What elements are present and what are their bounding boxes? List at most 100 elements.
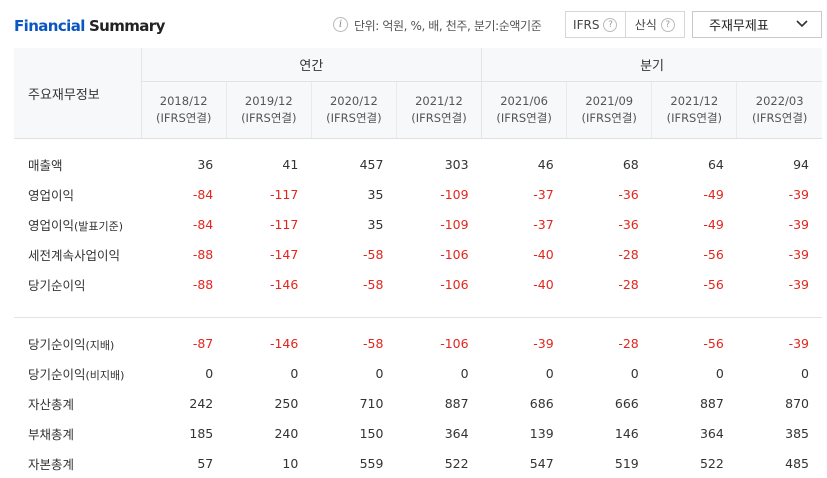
column-header: 2021/09 (IFRS연결) — [566, 81, 653, 139]
row-label-text: 당기순이익 — [28, 366, 86, 382]
table-cell: -40 — [533, 276, 554, 292]
question-icon[interactable]: ? — [603, 17, 618, 32]
table-cell: -28 — [618, 246, 639, 262]
table-cell: -28 — [618, 276, 639, 292]
row-label-text: 자산총계 — [28, 396, 75, 412]
row-label-header: 주요재무정보 — [14, 48, 142, 139]
row-label-text: 영업이익 — [28, 187, 75, 203]
column-period: 2018/12 — [159, 94, 208, 108]
column-basis: (IFRS연결) — [155, 111, 212, 125]
table-cell: -58 — [363, 335, 384, 351]
table-cell: -88 — [192, 276, 214, 292]
table-cell: 0 — [630, 365, 639, 381]
column-period: 2021/09 — [585, 94, 634, 108]
table-cell: 64 — [707, 156, 724, 172]
table-cell: 242 — [189, 395, 214, 411]
table-cell: 559 — [359, 455, 384, 471]
column-basis: (IFRS연결) — [496, 111, 552, 125]
question-icon[interactable]: ? — [660, 17, 675, 32]
table-cell: -117 — [269, 186, 299, 202]
table-cell: 0 — [375, 365, 384, 381]
table-cell: 0 — [460, 365, 469, 381]
table-cell: 522 — [699, 455, 724, 471]
basis-toggle: IFRS ? 산식 ? — [565, 11, 685, 38]
column-header: 2020/12 (IFRS연결) — [311, 81, 397, 139]
statement-select-value: 주재무제표 — [709, 19, 769, 34]
column-header: 2019/12 (IFRS연결) — [226, 81, 312, 139]
table-cell: 887 — [699, 395, 724, 411]
column-basis: (IFRS연결) — [326, 111, 382, 125]
column-basis: (IFRS연결) — [581, 111, 637, 125]
table-cell: -39 — [788, 335, 809, 351]
table-cell: 887 — [444, 395, 469, 411]
title-summary: Summary — [88, 17, 165, 35]
table-cell: 10 — [282, 455, 299, 471]
table-cell: -146 — [269, 276, 299, 292]
row-label-text: 자본총계 — [28, 456, 75, 472]
table-row: 영업이익 -84 -117 35 -109 -37 -36 -49 -39 — [14, 179, 822, 209]
row-label-qualifier: (비지배) — [85, 368, 125, 382]
table-cell: -84 — [192, 186, 214, 202]
row-label-text: 당기순이익 — [28, 277, 86, 293]
table-row: 세전계속사업이익 -88 -147 -58 -106 -40 -28 -56 -39 — [14, 239, 822, 269]
table-cell: 0 — [715, 365, 724, 381]
table-cell: -146 — [269, 335, 299, 351]
row-label: 세전계속사업이익 — [14, 239, 141, 269]
section-gap — [14, 318, 822, 329]
table-cell: -39 — [788, 246, 809, 262]
table-row: 매출액 36 41 457 303 46 68 64 94 — [14, 139, 822, 180]
table-cell: -37 — [533, 186, 554, 202]
table-cell: -39 — [788, 186, 809, 202]
row-label: 영업이익 — [14, 179, 141, 209]
unit-text: 단위: 억원, %, 배, 천주, 분기:순액기준 — [354, 19, 542, 33]
column-header: 2021/06 (IFRS연결) — [481, 81, 568, 139]
table-cell: 0 — [205, 365, 214, 381]
title-financial: Financial — [14, 17, 85, 35]
table-cell: -88 — [192, 246, 214, 262]
column-basis: (IFRS연결) — [411, 111, 467, 125]
column-period: 2021/12 — [415, 94, 463, 108]
table-cell: 0 — [801, 365, 809, 381]
table-row: 당기순이익(지배) -87 -146 -58 -106 -39 -28 -56 -39 — [14, 328, 822, 358]
row-label: 자본총계 — [14, 448, 141, 478]
table-cell: -49 — [703, 186, 724, 202]
column-period: 2021/12 — [670, 94, 719, 108]
row-label-qualifier: (발표기준) — [74, 219, 124, 233]
row-label: 부채총계 — [14, 418, 141, 448]
table-cell: -56 — [703, 246, 724, 262]
column-header: 2022/03 (IFRS연결) — [736, 81, 822, 139]
toggle-formula[interactable]: 산식 ? — [624, 12, 685, 37]
table-cell: 41 — [282, 156, 299, 172]
row-label-text: 당기순이익 — [28, 336, 86, 352]
table-cell: -106 — [440, 276, 469, 292]
table-cell: -109 — [440, 186, 469, 202]
column-period: 2021/06 — [500, 94, 548, 108]
table-cell: -84 — [192, 216, 214, 232]
chevron-down-icon — [796, 20, 808, 28]
table-cell: -56 — [703, 335, 724, 351]
statement-select[interactable]: 주재무제표 — [692, 11, 822, 38]
table-row: 자본총계 57 10 559 522 547 519 522 485 — [14, 448, 822, 478]
table-cell: -39 — [788, 276, 809, 292]
table-cell: 46 — [537, 156, 554, 172]
table-row: 당기순이익 -88 -146 -58 -106 -40 -28 -56 -39 — [14, 269, 822, 299]
table-cell: 185 — [189, 425, 214, 441]
table-row: 영업이익(발표기준) -84 -117 35 -109 -37 -36 -49 -39 — [14, 209, 822, 239]
table-cell: 303 — [444, 156, 469, 172]
table-cell: 385 — [785, 425, 809, 441]
table-cell: 68 — [622, 156, 639, 172]
table-row: 자산총계 242 250 710 887 686 666 887 870 — [14, 388, 822, 418]
table-cell: -40 — [533, 246, 554, 262]
row-label: 영업이익(발표기준) — [14, 209, 141, 239]
table-cell: -49 — [703, 216, 724, 232]
toggle-ifrs[interactable]: IFRS ? — [566, 12, 625, 37]
row-label: 당기순이익(비지배) — [14, 358, 141, 388]
section-divider — [14, 299, 822, 318]
row-label-text: 영업이익 — [28, 217, 75, 233]
table-cell: -117 — [269, 216, 299, 232]
table-cell: 35 — [367, 216, 384, 232]
column-basis: (IFRS연결) — [241, 111, 297, 125]
table-cell: -36 — [618, 186, 639, 202]
column-header: 2021/12 (IFRS연결) — [651, 81, 738, 139]
info-icon[interactable]: i — [333, 17, 348, 32]
